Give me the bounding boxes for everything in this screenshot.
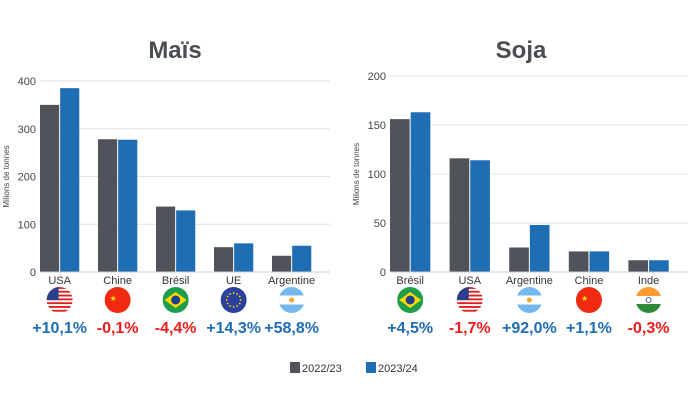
x-tick-label: Brésil (396, 275, 424, 287)
bar-2022-23-brésil (156, 206, 176, 272)
brazil-flag-icon (162, 287, 189, 313)
change-label: -4,4% (155, 320, 197, 337)
legend-item-2023-24[interactable]: 2023/24 (366, 362, 418, 375)
y-tick-label: 0 (30, 267, 36, 279)
bar-2022-23-inde (628, 260, 649, 272)
bar-2022-23-ue (214, 247, 234, 272)
chart-title: Soja (496, 37, 547, 64)
china-flag-icon: ★ (104, 287, 131, 313)
india-flag-icon (635, 287, 662, 313)
change-label: +1,1% (566, 320, 612, 337)
bar-2023-24-ue (234, 243, 254, 272)
bar-2022-23-argentine (272, 255, 292, 272)
x-tick-label: UE (226, 275, 241, 287)
legend-swatch (366, 362, 376, 373)
bar-2023-24-usa (470, 160, 490, 272)
bar-2023-24-chine (118, 139, 138, 272)
legend-label: 2023/24 (378, 363, 418, 375)
usa-flag-icon (456, 287, 483, 313)
bar-2023-24-argentine (292, 245, 312, 272)
x-tick-label: Brésil (162, 275, 190, 287)
argentina-flag-icon (278, 287, 305, 313)
chart-soja: Soja 0 50 100 150 200 Milions de tonnes Brésil +… (352, 37, 688, 337)
china-flag-icon: ★ (575, 287, 602, 313)
change-label: -0,3% (628, 320, 670, 337)
x-tick-label: USA (48, 275, 71, 287)
legend: 2022/23 2023/24 (290, 362, 418, 375)
bar-2022-23-chine (98, 139, 118, 272)
eu-flag-icon (220, 287, 247, 313)
change-label: -1,7% (449, 320, 491, 337)
x-tick-label: Argentine (506, 275, 553, 287)
x-tick-label: Chine (575, 275, 604, 287)
y-tick-label: 400 (18, 76, 36, 88)
brazil-flag-icon (397, 287, 424, 313)
bar-2022-23-usa (40, 104, 60, 272)
y-tick-label: 200 (368, 71, 386, 83)
y-tick-label: 150 (368, 120, 386, 132)
change-label: -0,1% (97, 320, 139, 337)
change-label: +92,0% (502, 320, 557, 337)
chart-mas: Maïs 0 100 200 300 400 Milions de tonnes USA +10… (2, 37, 330, 337)
legend-label: 2022/23 (302, 363, 342, 375)
argentina-flag-icon (516, 287, 543, 313)
bar-2022-23-brésil (390, 119, 410, 273)
bar-2023-24-brésil (176, 210, 196, 272)
x-tick-label: USA (458, 275, 481, 287)
change-label: +58,8% (264, 320, 319, 337)
bar-2023-24-brésil (410, 112, 431, 272)
legend-swatch (290, 362, 300, 373)
y-tick-label: 300 (18, 124, 36, 136)
bar-2023-24-inde (649, 260, 669, 272)
usa-flag-icon (46, 287, 73, 313)
change-label: +14,3% (206, 320, 261, 337)
bar-2023-24-argentine (529, 224, 550, 272)
y-tick-label: 50 (374, 218, 386, 230)
x-tick-label: Inde (638, 275, 659, 287)
change-label: +10,1% (32, 320, 87, 337)
y-tick-label: 100 (368, 169, 386, 181)
svg-text:★: ★ (110, 294, 117, 303)
y-axis-label: Milions de tonnes (352, 143, 361, 205)
change-label: +4,5% (387, 320, 433, 337)
chart-title: Maïs (148, 37, 201, 64)
y-tick-label: 0 (380, 267, 386, 279)
svg-text:★: ★ (581, 294, 588, 303)
y-tick-label: 100 (18, 219, 36, 231)
y-tick-label: 200 (18, 172, 36, 184)
bar-2022-23-argentine (509, 247, 529, 272)
bar-2022-23-usa (449, 158, 470, 272)
bar-2023-24-chine (589, 251, 610, 272)
bar-2022-23-chine (568, 251, 589, 272)
legend-item-2022-23[interactable]: 2022/23 (290, 362, 342, 375)
y-axis-label: Milions de tonnes (2, 145, 11, 207)
bar-2023-24-usa (60, 88, 80, 272)
x-tick-label: Argentine (268, 275, 315, 287)
x-tick-label: Chine (103, 275, 132, 287)
